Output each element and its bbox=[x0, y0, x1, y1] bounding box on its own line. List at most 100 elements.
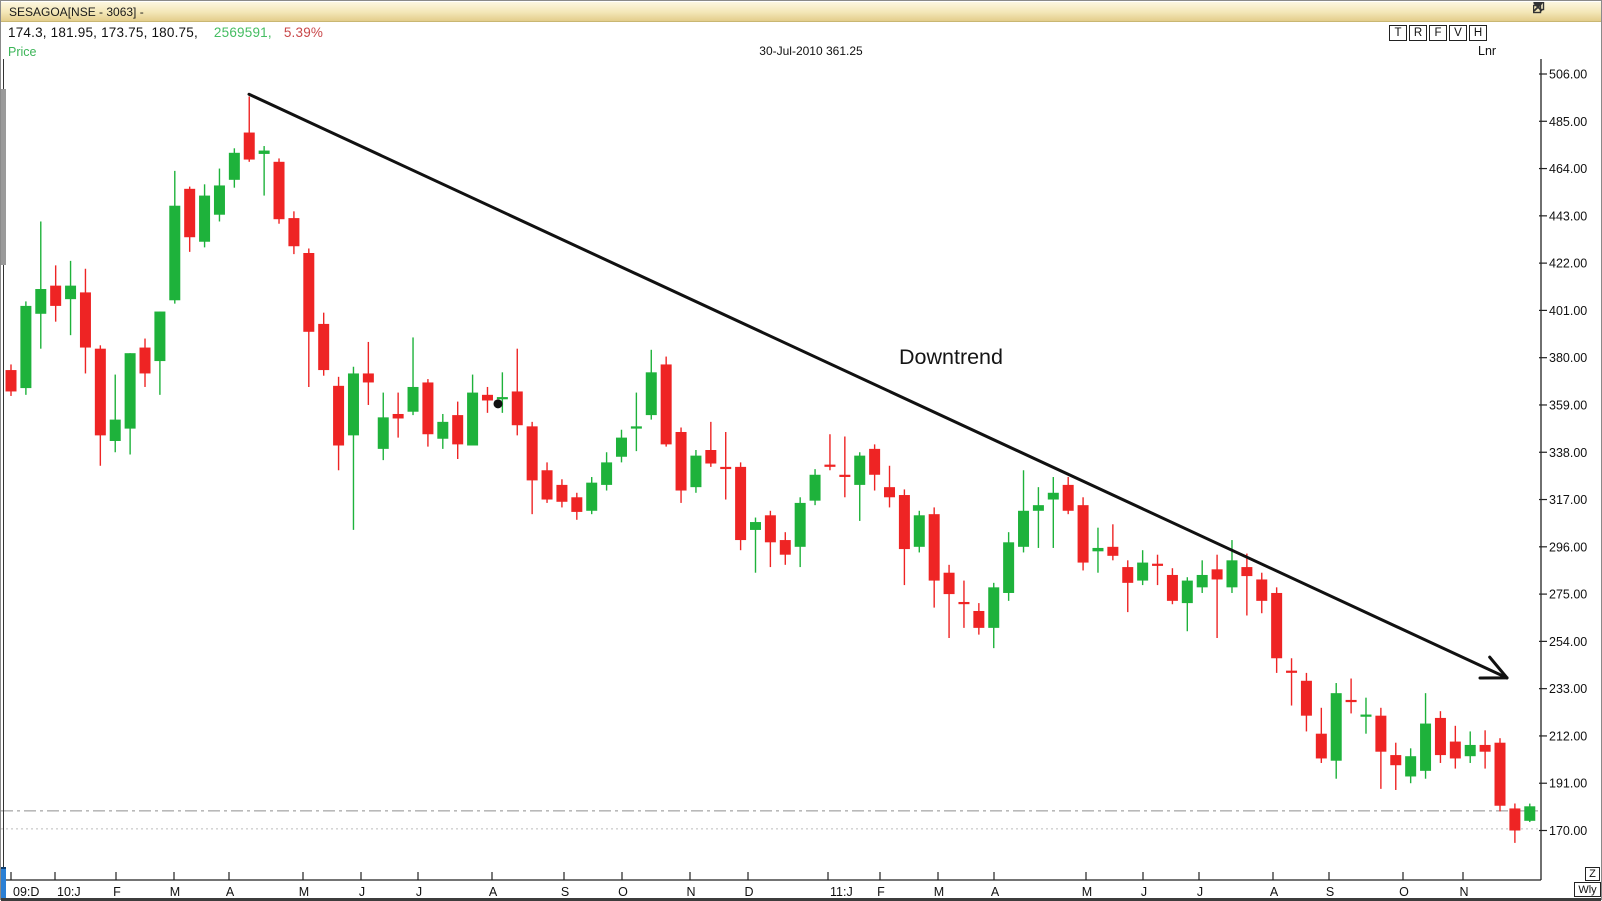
candle bbox=[988, 583, 999, 648]
candle bbox=[1137, 550, 1148, 585]
x-axis-label: F bbox=[113, 885, 121, 899]
y-axis-label: 296.00 bbox=[1549, 540, 1587, 554]
candle bbox=[944, 565, 955, 638]
candle bbox=[1331, 683, 1342, 779]
candle bbox=[705, 422, 716, 467]
candle bbox=[690, 450, 701, 493]
zoom-button[interactable]: Z bbox=[1585, 867, 1600, 881]
x-axis-label: O bbox=[618, 885, 628, 899]
x-axis-label: N bbox=[1459, 885, 1468, 899]
candle bbox=[527, 422, 538, 514]
candle bbox=[1316, 708, 1327, 763]
candle bbox=[303, 248, 314, 386]
candle bbox=[780, 532, 791, 565]
candle bbox=[467, 375, 478, 446]
x-axis-label: M bbox=[170, 885, 180, 899]
candle bbox=[35, 221, 46, 348]
candle bbox=[378, 393, 389, 461]
candle bbox=[869, 444, 880, 490]
candle bbox=[6, 364, 17, 396]
candle bbox=[571, 493, 582, 520]
trendline-annotation[interactable] bbox=[249, 94, 1507, 678]
candle bbox=[1003, 532, 1014, 601]
candle bbox=[169, 171, 180, 304]
candle bbox=[259, 146, 270, 196]
x-axis-label: A bbox=[991, 885, 1000, 899]
y-axis-label: 506.00 bbox=[1549, 68, 1587, 82]
candle bbox=[1167, 568, 1178, 604]
candle bbox=[1078, 497, 1089, 570]
x-axis-label: J bbox=[416, 885, 422, 899]
x-axis-label: D bbox=[744, 885, 753, 899]
candle bbox=[1092, 528, 1103, 573]
y-axis-label: 401.00 bbox=[1549, 304, 1587, 318]
candle bbox=[899, 489, 910, 585]
x-axis-label: A bbox=[489, 885, 498, 899]
candle bbox=[1286, 658, 1297, 705]
dot-annotation bbox=[494, 399, 503, 408]
candle bbox=[80, 269, 91, 374]
candle bbox=[854, 452, 865, 521]
left-scrollbar-bottom[interactable] bbox=[1, 867, 6, 898]
candle bbox=[929, 507, 940, 607]
candle bbox=[1152, 555, 1163, 585]
candle bbox=[586, 477, 597, 514]
candle bbox=[1405, 748, 1416, 783]
candle bbox=[914, 511, 925, 553]
candle bbox=[810, 469, 821, 505]
timeframe-button[interactable]: Wly bbox=[1574, 882, 1601, 897]
y-axis-label: 170.00 bbox=[1549, 824, 1587, 838]
candle bbox=[65, 261, 76, 335]
left-scrollbar-thumb[interactable] bbox=[1, 89, 6, 265]
candle bbox=[333, 377, 344, 470]
y-axis-label: 233.00 bbox=[1549, 682, 1587, 696]
candle bbox=[1212, 555, 1223, 638]
candle bbox=[1033, 487, 1044, 548]
candle bbox=[1375, 708, 1386, 789]
candle bbox=[750, 518, 761, 573]
candle bbox=[1197, 560, 1208, 593]
candle bbox=[50, 265, 61, 321]
candle bbox=[1122, 560, 1133, 612]
candle bbox=[244, 97, 255, 162]
candle bbox=[214, 169, 225, 222]
candle bbox=[1256, 573, 1267, 614]
candle bbox=[95, 345, 106, 465]
candle bbox=[20, 301, 31, 394]
candle bbox=[422, 379, 433, 447]
candle bbox=[973, 603, 984, 635]
y-axis-label: 275.00 bbox=[1549, 588, 1587, 602]
candle bbox=[482, 387, 493, 413]
x-axis-label: S bbox=[561, 885, 569, 899]
candle bbox=[199, 184, 210, 247]
candle bbox=[1301, 673, 1312, 732]
candle bbox=[1465, 731, 1476, 763]
y-axis-label: 464.00 bbox=[1549, 162, 1587, 176]
candle bbox=[229, 148, 240, 187]
x-axis-label: J bbox=[1197, 885, 1203, 899]
x-axis-label: J bbox=[359, 885, 365, 899]
y-axis-label: 212.00 bbox=[1549, 729, 1587, 743]
candle bbox=[452, 402, 463, 459]
x-axis-label: A bbox=[226, 885, 235, 899]
x-axis-label: 09:D bbox=[13, 885, 39, 899]
x-axis-label: O bbox=[1399, 885, 1409, 899]
candle bbox=[1450, 726, 1461, 769]
candle bbox=[1420, 693, 1431, 779]
candle bbox=[1107, 524, 1118, 560]
x-axis-label: N bbox=[686, 885, 695, 899]
downtrend-annotation-label[interactable]: Downtrend bbox=[899, 345, 1003, 370]
candle bbox=[408, 337, 419, 415]
candle bbox=[363, 342, 374, 405]
candle bbox=[393, 393, 404, 438]
candle bbox=[1063, 477, 1074, 514]
y-axis-label: 380.00 bbox=[1549, 351, 1587, 365]
candle bbox=[839, 436, 850, 497]
candle bbox=[661, 357, 672, 447]
y-axis-label: 422.00 bbox=[1549, 257, 1587, 271]
candle bbox=[631, 393, 642, 452]
candle bbox=[1182, 577, 1193, 631]
candle bbox=[884, 466, 895, 508]
